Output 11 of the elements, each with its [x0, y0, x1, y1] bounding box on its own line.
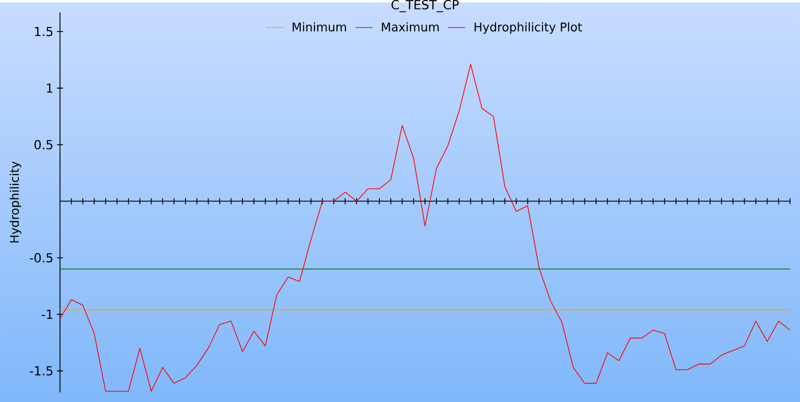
y-tick-label: 0.5: [34, 140, 52, 150]
legend-label: Minimum: [292, 22, 346, 32]
y-tick-label: -0.5: [30, 252, 52, 262]
y-tick-label: -1.5: [30, 366, 52, 376]
y-tick-label: -1: [42, 310, 52, 319]
y-tick-label: 1.5: [35, 26, 52, 36]
y-axis-title: Hydrophilicity: [10, 161, 22, 242]
legend-label: Hydrophilicity Plot: [474, 22, 582, 34]
chart-title: C_TEST_CP: [392, 0, 459, 12]
y-tick-label: 1: [46, 83, 52, 92]
legend-label: Maximum: [382, 22, 439, 32]
